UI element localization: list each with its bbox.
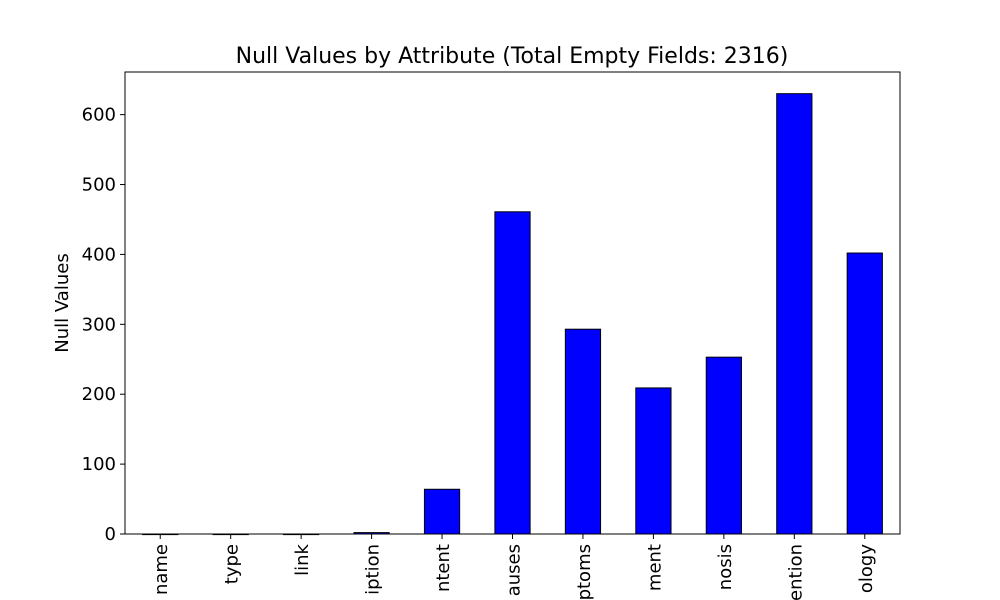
bar-ology: [846, 252, 883, 535]
x-tick-label: auses: [504, 544, 525, 596]
x-tick-label: iption: [363, 544, 384, 595]
y-tick-label: 500: [82, 175, 116, 196]
x-tick-label: ntent: [433, 544, 454, 592]
y-tick-label: 300: [82, 314, 116, 335]
x-tick-label: name: [151, 544, 172, 595]
y-tick-label: 0: [105, 524, 116, 545]
chart-title: Null Values by Attribute (Total Empty Fi…: [236, 44, 789, 69]
y-axis-label: Null Values: [52, 253, 73, 352]
bar-nosis: [705, 356, 742, 535]
bar-ptoms: [564, 328, 602, 535]
x-tick-label: nosis: [715, 544, 736, 590]
bars-layer: [142, 93, 883, 536]
y-tick-label: 100: [82, 454, 116, 475]
bar-ment: [635, 387, 672, 535]
x-tick-label: ptoms: [574, 544, 595, 600]
x-tick-label: link: [292, 543, 313, 575]
plot-area-frame: [124, 71, 901, 535]
y-tick-label: 600: [82, 105, 116, 126]
bar-ention: [776, 93, 813, 535]
bar-ntent: [423, 488, 461, 535]
y-tick-label: 400: [82, 244, 116, 265]
x-tick-label: ention: [785, 544, 806, 600]
x-tick-label: type: [222, 544, 243, 584]
y-tick-label: 200: [82, 384, 116, 405]
x-tick-label: ment: [644, 544, 665, 591]
bar-auses: [494, 211, 531, 535]
x-axis-ticks: name type link iption ntent auses ptoms ment nos…: [151, 534, 877, 600]
x-tick-label: ology: [856, 544, 877, 593]
y-axis-ticks: 0 100 200 300 400 500 600: [82, 105, 125, 545]
